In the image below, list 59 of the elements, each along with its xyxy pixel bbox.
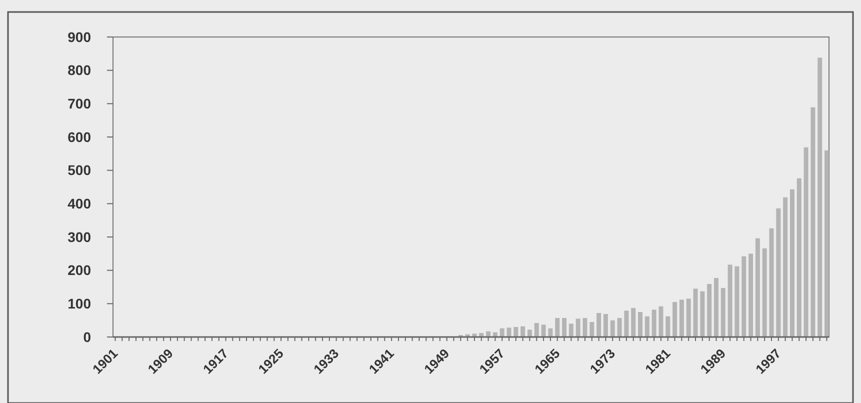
bar <box>742 256 746 337</box>
y-tick-label: 500 <box>68 162 92 178</box>
bar <box>555 318 560 337</box>
bar <box>686 298 691 337</box>
bar <box>520 326 526 337</box>
y-tick-label: 700 <box>68 96 92 112</box>
bar <box>666 316 670 337</box>
bar <box>720 288 726 337</box>
bar <box>617 318 622 337</box>
bar <box>700 291 705 337</box>
bar <box>748 254 754 337</box>
bar <box>548 328 553 337</box>
bar <box>790 189 794 337</box>
bar <box>541 324 546 337</box>
bar <box>644 316 650 337</box>
bar <box>562 318 566 337</box>
bar <box>776 208 781 337</box>
bar <box>679 300 684 337</box>
bar <box>734 266 740 337</box>
bar <box>693 288 698 337</box>
bar <box>506 328 512 337</box>
bar <box>500 328 504 337</box>
y-tick-label: 600 <box>68 128 92 145</box>
y-tick-label: 100 <box>68 296 92 312</box>
bar <box>824 150 829 337</box>
y-tick-label: 800 <box>68 62 92 78</box>
bar <box>755 238 760 337</box>
bar <box>631 308 636 337</box>
bar <box>762 248 767 337</box>
bar <box>796 178 802 337</box>
bar <box>728 264 732 337</box>
bar <box>590 322 594 337</box>
y-tick-label: 200 <box>68 262 92 278</box>
bar <box>783 197 788 337</box>
bar <box>568 324 574 337</box>
bar <box>672 302 678 337</box>
bar <box>658 306 664 337</box>
bar <box>810 107 816 337</box>
y-tick-label: 0 <box>83 328 92 345</box>
bar <box>714 278 718 337</box>
bar <box>514 327 518 337</box>
bar <box>610 320 615 337</box>
bar <box>638 312 642 337</box>
bar <box>596 313 602 337</box>
bar <box>624 310 629 337</box>
bar <box>527 330 532 337</box>
bar <box>804 147 808 337</box>
bar <box>582 318 588 337</box>
bar <box>534 323 539 337</box>
bar <box>818 58 822 337</box>
y-tick-label: 400 <box>68 196 92 212</box>
bar <box>769 228 774 337</box>
bar <box>576 318 580 337</box>
bar <box>472 334 477 337</box>
bar <box>652 310 656 337</box>
bar <box>603 314 608 337</box>
y-tick-label: 900 <box>68 28 92 45</box>
y-tick-label: 300 <box>68 228 92 245</box>
bar <box>707 284 712 337</box>
